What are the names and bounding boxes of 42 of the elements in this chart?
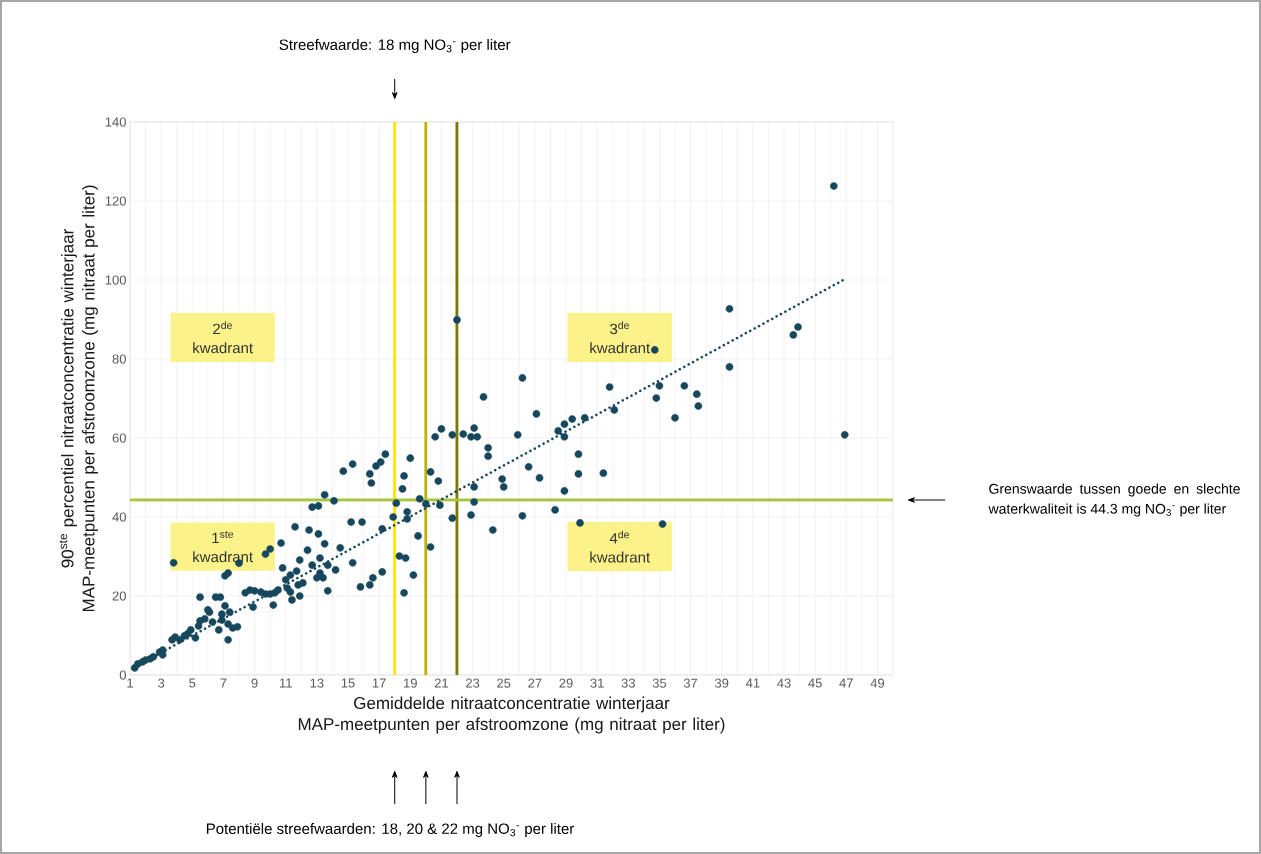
x-tick-label: 5 [189, 678, 196, 688]
x-tick-label: 21 [434, 678, 449, 688]
x-tick-label: 11 [279, 678, 292, 688]
text: 4$^{de}$ kwadrant [590, 530, 651, 563]
x-tick-label: 35 [652, 678, 667, 688]
x-tick-label: 7 [220, 678, 227, 688]
x-tick-label: 37 [683, 678, 698, 688]
y-tick-label: 0 [119, 670, 126, 680]
x-tick-label: 13 [310, 678, 324, 688]
x-tick-label: 39 [714, 678, 729, 688]
x-tick-label: 17 [372, 678, 386, 688]
y-tick-label: 80 [112, 354, 126, 364]
x-tick-label: 9 [251, 678, 258, 688]
text: 2$^{de}$ kwadrant [193, 321, 253, 354]
y-tick-label: 40 [112, 512, 126, 522]
y-tick-label: 120 [105, 196, 126, 206]
text: 3$^{de}$ kwadrant [590, 321, 651, 354]
x-tick-label: 25 [497, 678, 511, 688]
text: Streefwaarde: 18 mg NO$_{3}$$^{-}$ per liter [279, 39, 511, 53]
y-axis-title: 90$^{ste}$ percentiel nitraatconcentratie winterjaar MAP-meetpunten per afstroomzone (mg nitraat per liter) [59, 185, 98, 612]
x-tick-label: 23 [466, 678, 480, 688]
x-tick-label: 1 [127, 678, 133, 688]
x-tick-label: 49 [870, 678, 885, 688]
y-tick-label: 60 [112, 433, 126, 443]
x-tick-label: 47 [839, 678, 853, 688]
x-tick-label: 29 [559, 678, 573, 688]
y-tick-label: 100 [105, 275, 126, 285]
x-tick-label: 33 [621, 678, 635, 688]
text: Grenswaarde tussen goede en slechte waterkwaliteit is 44.3 mg NO$_{3}$$^{-}$ per liter [988, 483, 1240, 517]
y-tick-label: 20 [112, 591, 126, 601]
x-tick-label: 3 [158, 678, 165, 688]
x-tick-label: 31 [590, 678, 604, 688]
x-tick-label: 19 [404, 678, 417, 688]
x-axis-title: Gemiddelde nitraatconcentratie winterjaar MAP-meetpunten per afstroomzone (mg nitraat per liter) [298, 696, 725, 734]
x-tick-label: 15 [341, 678, 355, 688]
text: Potentiële streefwaarden: 18, 20 & 22 mg NO$_{3}$$^{-}$ per liter [206, 822, 575, 837]
y-tick-label: 140 [105, 117, 126, 127]
text: 1$^{ste}$ kwadrant [193, 531, 253, 563]
x-tick-label: 43 [777, 678, 791, 688]
x-tick-label: 41 [745, 678, 760, 688]
x-tick-label: 27 [528, 678, 542, 688]
x-tick-label: 45 [808, 678, 822, 688]
